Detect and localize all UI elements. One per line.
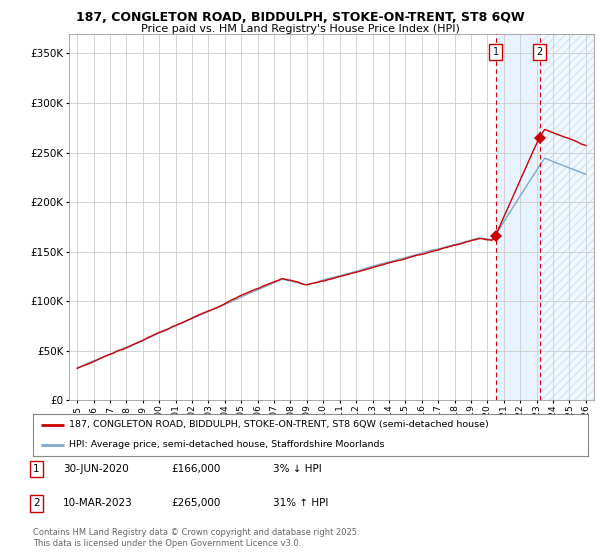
Text: 31% ↑ HPI: 31% ↑ HPI [273, 498, 328, 508]
Text: 30-JUN-2020: 30-JUN-2020 [63, 464, 129, 474]
Text: 187, CONGLETON ROAD, BIDDULPH, STOKE-ON-TRENT, ST8 6QW: 187, CONGLETON ROAD, BIDDULPH, STOKE-ON-… [76, 11, 524, 24]
Bar [496, 34, 540, 400]
Bar [540, 34, 594, 400]
Text: Price paid vs. HM Land Registry's House Price Index (HPI): Price paid vs. HM Land Registry's House … [140, 24, 460, 34]
Text: 187, CONGLETON ROAD, BIDDULPH, STOKE-ON-TRENT, ST8 6QW (semi-detached house): 187, CONGLETON ROAD, BIDDULPH, STOKE-ON-… [69, 421, 489, 430]
Text: £265,000: £265,000 [171, 498, 220, 508]
Text: Contains HM Land Registry data © Crown copyright and database right 2025.
This d: Contains HM Land Registry data © Crown c… [33, 528, 359, 548]
Text: 2: 2 [33, 498, 40, 508]
Text: 1: 1 [493, 47, 499, 57]
Text: 3% ↓ HPI: 3% ↓ HPI [273, 464, 322, 474]
Text: HPI: Average price, semi-detached house, Staffordshire Moorlands: HPI: Average price, semi-detached house,… [69, 440, 385, 449]
Text: 2: 2 [537, 47, 543, 57]
Text: 1: 1 [33, 464, 40, 474]
Text: 10-MAR-2023: 10-MAR-2023 [63, 498, 133, 508]
Text: £166,000: £166,000 [171, 464, 220, 474]
